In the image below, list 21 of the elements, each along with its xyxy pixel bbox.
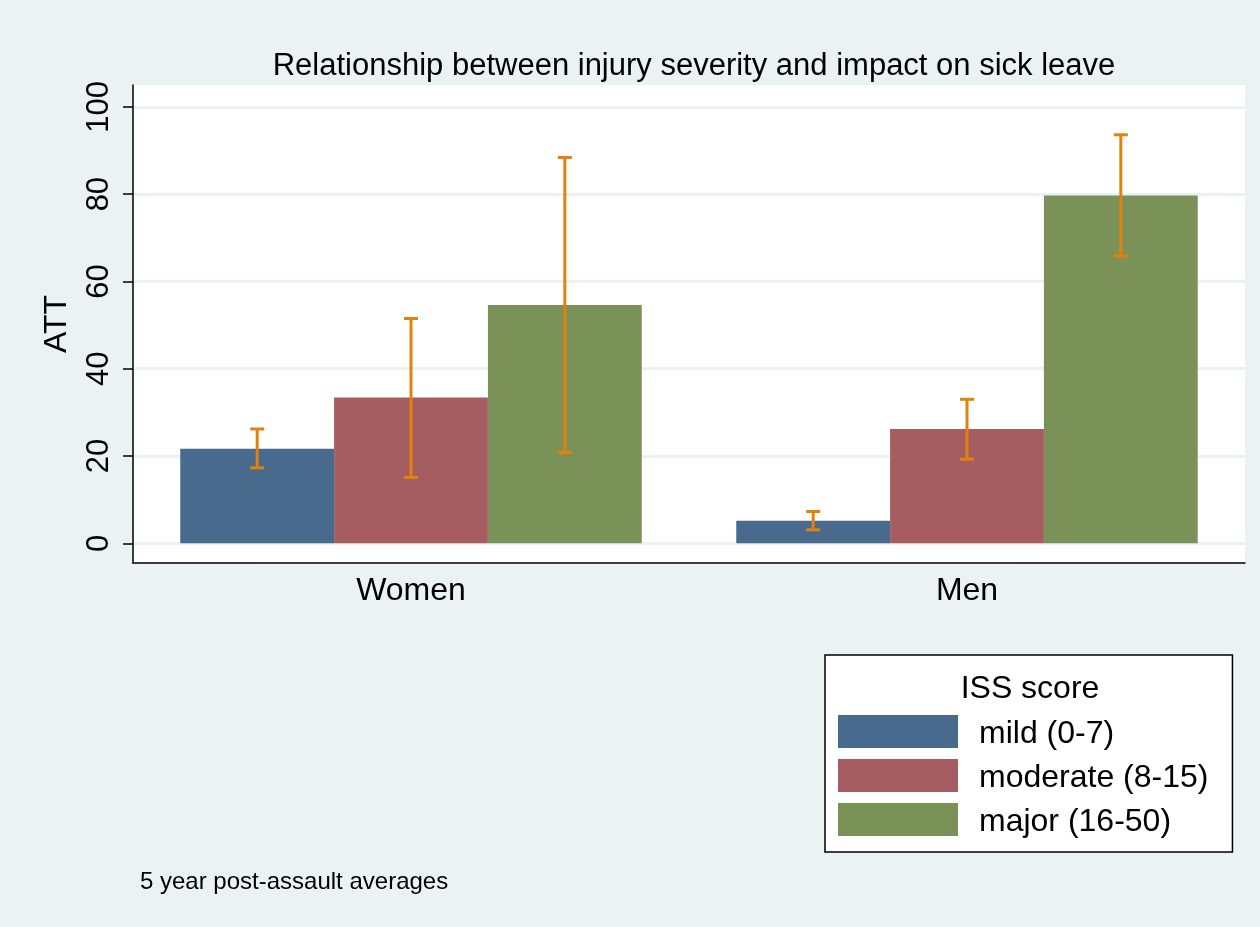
- y-axis-title: ATT: [37, 294, 73, 354]
- bar: [487, 305, 642, 544]
- x-tick-label: Women: [356, 571, 466, 607]
- bar: [334, 397, 488, 544]
- y-tick-label: 0: [80, 534, 115, 552]
- text: 5 year post-assault averages: [140, 866, 449, 894]
- y-tick-label: 100: [80, 80, 115, 133]
- bar: [890, 428, 1044, 544]
- chart-title: Relationship between injury severity and impact on sick leave: [272, 47, 1116, 82]
- bar: [180, 448, 335, 544]
- legend-title: ISS score: [960, 669, 1100, 705]
- bar: [736, 520, 891, 544]
- bar: [1043, 195, 1198, 544]
- y-tick-label: 40: [80, 351, 115, 386]
- legend-label: mild (0-7): [979, 713, 1115, 750]
- y-tick-label: 20: [80, 438, 115, 474]
- legend-label: moderate (8-15): [979, 757, 1209, 794]
- x-tick-label: Men: [935, 571, 999, 607]
- legend-label: major (16-50): [979, 801, 1172, 838]
- y-tick-label: 80: [80, 176, 115, 212]
- y-tick-label: 60: [80, 264, 115, 299]
